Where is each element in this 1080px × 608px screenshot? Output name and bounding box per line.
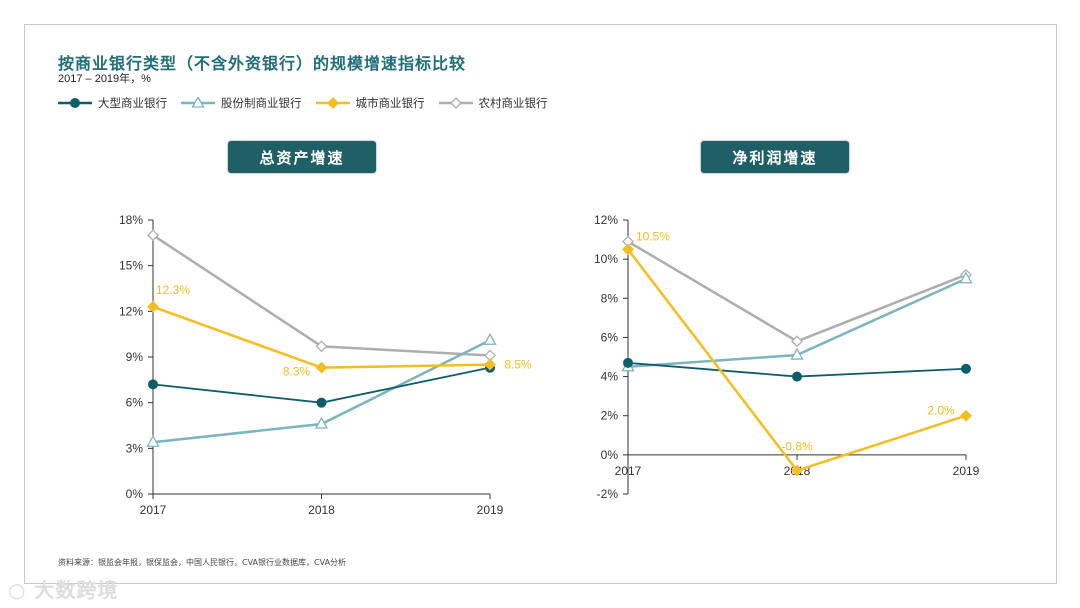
y-tick-label: 8%: [601, 291, 619, 305]
y-tick-label: 2%: [601, 409, 619, 423]
y-tick-label: -2%: [597, 487, 619, 501]
data-point: [960, 409, 972, 422]
y-tick-label: 4%: [601, 370, 619, 384]
data-point: [791, 464, 803, 477]
y-tick-label: 0%: [126, 487, 144, 501]
data-point: [314, 416, 329, 429]
x-tick-label: 2017: [615, 464, 642, 478]
data-point: [147, 229, 159, 242]
legend-label: 农村商业银行: [478, 96, 548, 110]
data-point: [315, 340, 328, 353]
legend-marker: [449, 97, 462, 109]
line-chart-1: -2%0%2%4%6%8%10%12%20172018201910.5%-0.8…: [594, 213, 980, 501]
legend-marker: [326, 97, 339, 109]
legend-label: 大型商业银行: [98, 96, 167, 110]
slide-frame: [24, 24, 1057, 584]
legend-item: 股份制商业银行: [181, 95, 302, 111]
data-label: 8.3%: [283, 365, 311, 379]
legend-marker: [191, 97, 205, 108]
legend-item: 城市商业银行: [315, 95, 425, 111]
x-tick-label: 2019: [953, 464, 980, 478]
y-tick-label: 0%: [601, 448, 619, 462]
y-tick-label: 15%: [119, 259, 143, 273]
legend-label: 城市商业银行: [355, 96, 425, 110]
data-label: 12.3%: [156, 283, 190, 297]
legend-marker: [70, 98, 80, 108]
y-tick-label: 18%: [119, 213, 143, 227]
y-tick-label: 6%: [126, 396, 144, 410]
y-tick-label: 10%: [594, 252, 618, 266]
line-chart-0: 0% 3% 6% 9% 12% 15% 18% 2017 2018 2019 12.3% 8.3% 8.…: [119, 213, 532, 517]
y-tick-label: 6%: [601, 330, 619, 344]
data-point: [623, 357, 633, 368]
data-label: -0.8%: [781, 440, 813, 454]
data-point: [791, 335, 803, 348]
x-tick-label: 2017: [140, 503, 167, 517]
data-label: 10.5%: [636, 229, 670, 243]
data-point: [148, 379, 158, 390]
watermark-logo: ○ 大数跨境: [8, 578, 119, 602]
data-point: [792, 371, 802, 382]
series-line-3: [152, 234, 491, 357]
data-point: [483, 332, 497, 345]
y-tick-label: 9%: [126, 350, 144, 364]
panel-title-net-profit: 净利润增速: [701, 141, 849, 173]
data-point: [316, 397, 327, 408]
data-label: 8.5%: [504, 358, 532, 372]
data-point: [147, 300, 159, 313]
legend-marker-icon: [181, 97, 215, 108]
x-tick-label: 2018: [308, 503, 335, 517]
subtitle: 2017 – 2019年，%: [58, 73, 151, 85]
data-point: [146, 434, 160, 447]
data-point: [315, 361, 328, 374]
series-line-2: [627, 248, 967, 472]
y-tick-label: 3%: [126, 441, 144, 455]
legend-marker-icon: [315, 97, 350, 109]
series-line-2: [152, 305, 491, 369]
legend-marker-icon: [438, 97, 473, 109]
x-tick-label: 2019: [477, 503, 504, 517]
legend-label: 股份制商业银行: [221, 96, 302, 110]
legend-item: 农村商业银行: [438, 95, 548, 111]
data-point: [959, 271, 973, 284]
data-label: 2.0%: [927, 404, 955, 418]
panel-title-total-assets: 总资产增速: [228, 141, 376, 173]
legend: 大型商业银行 股份制商业银行 城市商业银行 农村商业银行: [58, 95, 548, 111]
source-note: 资料来源：银监会年报，银保监会，中国人民银行，CVA银行业数据库，CVA分析: [58, 558, 347, 567]
y-tick-label: 12%: [594, 213, 618, 227]
data-point: [790, 347, 804, 360]
legend-item: 大型商业银行: [58, 95, 167, 111]
page-title: 按商业银行类型（不含外资银行）的规模增速指标比较: [58, 54, 467, 73]
legend-marker-icon: [58, 98, 92, 108]
series-line-3: [627, 240, 967, 343]
data-point: [484, 358, 496, 371]
data-point: [961, 363, 971, 374]
data-point: [622, 243, 634, 256]
watermark-text: 大数跨境: [34, 578, 119, 602]
y-tick-label: 12%: [119, 304, 143, 318]
